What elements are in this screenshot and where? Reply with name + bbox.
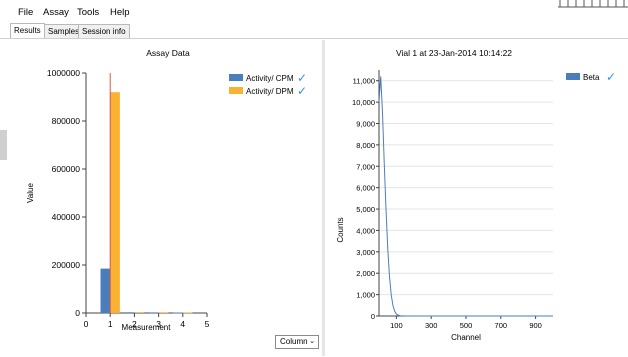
x-tick-label: 3: [156, 319, 161, 329]
y-tick-label: 800000: [52, 116, 81, 126]
legend-label-beta: Beta: [583, 73, 600, 82]
x-tick-label: 100: [390, 321, 403, 330]
x-tick-label: 5: [205, 319, 210, 329]
y-tick-label: 9,000: [356, 119, 375, 128]
legend-label-dpm: Activity/ DPM: [246, 87, 294, 96]
x-tick-label: 900: [529, 321, 542, 330]
menu-help[interactable]: Help: [110, 7, 130, 18]
legend-swatch-dpm: [229, 87, 243, 94]
x-tick-label: 1: [108, 319, 113, 329]
chart-title: Assay Data: [146, 48, 190, 58]
x-axis-label: Measurement: [122, 323, 172, 332]
assay-data-chart: Assay Data Value Measurement 0 200000 4000…: [26, 48, 307, 332]
menu-file[interactable]: File: [18, 7, 34, 18]
y-tick-label: 4,000: [356, 226, 375, 235]
chart-type-select[interactable]: Column ⌄: [275, 335, 319, 349]
y-tick-label: 200000: [52, 260, 81, 270]
bar-dpm: [110, 92, 120, 313]
y-tick-label: 600000: [52, 164, 81, 174]
legend-label-cpm: Activity/ CPM: [246, 74, 294, 83]
bar-dpm: [158, 312, 169, 314]
y-tick-label: 0: [75, 308, 80, 318]
x-tick-label: 500: [460, 321, 473, 330]
y-tick-label: 10,000: [352, 98, 375, 107]
x-tick-label: 2: [132, 319, 137, 329]
legend-check-icon[interactable]: ✓: [297, 84, 307, 98]
y-tick-label: 6,000: [356, 184, 375, 193]
x-tick-label: 300: [425, 321, 438, 330]
legend-swatch-cpm: [229, 74, 243, 81]
x-tick-label: 700: [495, 321, 508, 330]
y-tick-label: 400000: [52, 212, 81, 222]
series-line-beta: [378, 76, 553, 317]
bar-cpm: [173, 312, 183, 314]
spectrum-chart: Vial 1 at 23-Jan-2014 10:14:22 Counts Ch…: [336, 48, 616, 342]
menu-tools[interactable]: Tools: [77, 7, 100, 18]
window-edge: [0, 130, 7, 160]
bar-cpm: [100, 268, 111, 313]
y-tick-label: 11,000: [353, 77, 375, 86]
menu-assay[interactable]: Assay: [43, 7, 69, 18]
legend-check-icon[interactable]: ✓: [606, 70, 616, 84]
y-axis-label: Value: [26, 183, 35, 203]
x-axis-label: Channel: [451, 333, 481, 342]
y-tick-label: 1000000: [47, 68, 80, 78]
legend-check-icon[interactable]: ✓: [297, 71, 307, 85]
chart-type-value: Column: [280, 337, 308, 346]
y-axis-label: Counts: [336, 217, 345, 242]
legend-swatch-beta: [566, 73, 580, 80]
y-tick-label: 3,000: [356, 248, 375, 257]
bar-dpm: [182, 312, 193, 314]
x-tick-label: 4: [180, 319, 185, 329]
chevron-down-icon: ⌄: [309, 338, 315, 345]
y-tick-label: 7,000: [356, 162, 375, 171]
tab-session-info[interactable]: Session info: [78, 24, 130, 38]
y-tick-label: 2,000: [356, 269, 375, 278]
x-tick-label: 0: [84, 319, 89, 329]
tab-results[interactable]: Results: [10, 23, 45, 38]
y-tick-label: 1,000: [356, 291, 375, 300]
bar-cpm: [148, 312, 159, 314]
split-divider[interactable]: [322, 40, 325, 356]
ruler-decoration: [558, 0, 628, 8]
y-tick-label: 5,000: [356, 205, 375, 214]
y-tick-label: 0: [371, 312, 375, 321]
tab-strip: Results Samples Session info: [0, 23, 628, 39]
chart-title: Vial 1 at 23-Jan-2014 10:14:22: [396, 48, 512, 58]
y-tick-label: 8,000: [356, 141, 375, 150]
menu-bar: File Assay Tools Help: [0, 0, 628, 22]
bar-cpm: [124, 312, 135, 314]
bar-dpm: [134, 312, 145, 313]
